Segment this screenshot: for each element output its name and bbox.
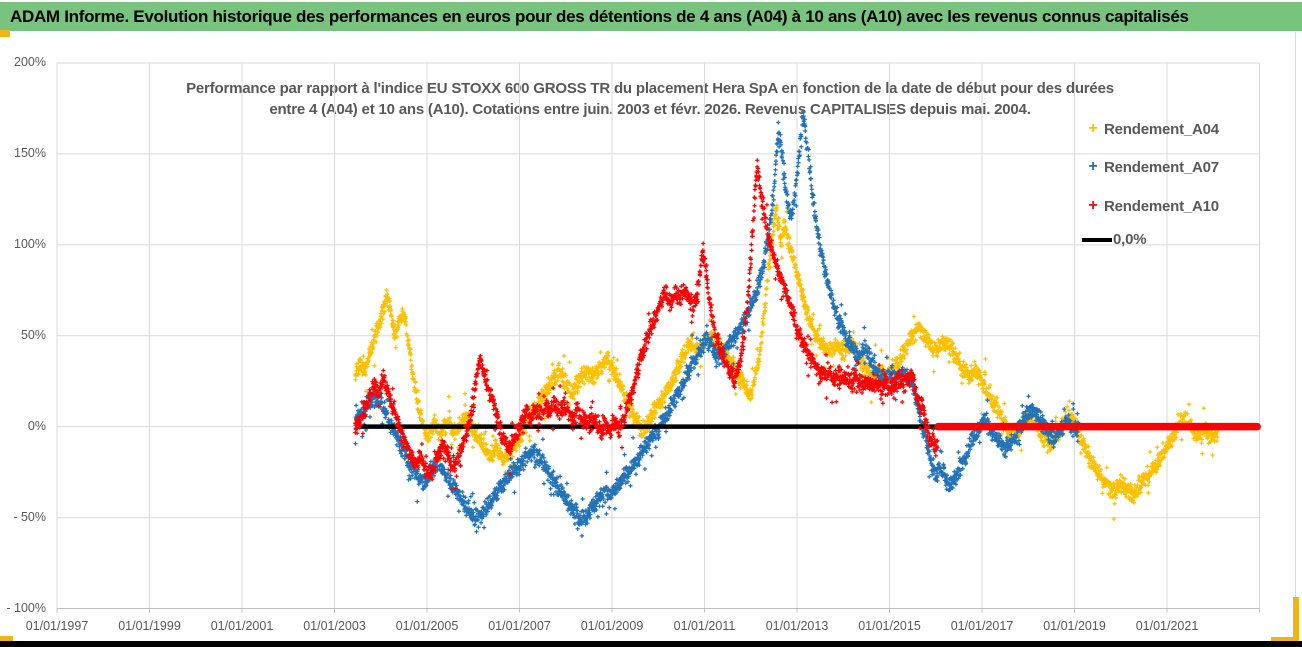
legend-label: Rendement_A04 [1104,120,1219,138]
series-rendement-a04 [353,203,1220,522]
legend-item-rendement-a07: + Rendement_A07 [1082,158,1219,176]
x-tick-label: 01/01/2007 [488,619,551,633]
x-tick-label: 01/01/2003 [303,619,366,633]
y-tick-label: 0% [27,418,46,433]
x-tick-label: 01/01/1999 [118,619,181,633]
y-tick-label: 200% [14,55,46,69]
header-title: ADAM Informe. Evolution historique des p… [10,6,1189,26]
y-tick-label: - 50% [13,509,46,524]
bottom-black-bar [0,641,1302,647]
y-tick-label: - 100% [6,600,46,615]
y-tick-label: 50% [20,327,46,342]
gold-accent-bottom-left [0,636,13,642]
gold-accent-bottom-right [1271,637,1299,642]
chart-title-line2: entre 4 (A04) et 10 ans (A10). Cotations… [269,101,1031,118]
chart-title: Performance par rapport à l'indice EU ST… [40,78,1260,120]
legend-line-marker-icon [1082,237,1112,242]
chart-title-line1: Performance par rapport à l'indice EU ST… [186,80,1114,97]
legend-item-rendement-a04: + Rendement_A04 [1082,120,1219,138]
legend-plus-marker-icon: + [1088,158,1098,175]
legend-item-rendement-a10: + Rendement_A10 [1082,197,1219,215]
x-tick-label: 01/01/2017 [950,619,1014,633]
x-tick-label: 01/01/1997 [25,619,89,633]
y-tick-label: 100% [14,236,46,251]
chart-right-border [1295,32,1296,639]
x-tick-label: 01/01/2015 [858,619,921,633]
x-tick-label: 01/01/2001 [210,619,274,633]
x-tick-label: 01/01/2005 [395,619,459,633]
series-rendement-a07 [353,109,1081,538]
header-bar: ADAM Informe. Evolution historique des p… [0,2,1302,31]
legend-label: Rendement_A07 [1104,158,1219,176]
gold-accent-top-left [0,30,10,37]
gold-accent-right-vertical [1293,597,1299,640]
x-tick-label: 01/01/2021 [1135,619,1199,633]
x-tick-label: 01/01/2019 [1043,619,1106,633]
legend-label: Rendement_A10 [1104,197,1219,215]
y-tick-label: 150% [14,145,46,160]
x-tick-label: 01/01/2013 [765,619,829,633]
legend-plus-marker-icon: + [1088,197,1098,214]
legend-item-0-0-: 0,0% [1082,231,1147,248]
legend-label: 0,0% [1113,231,1147,248]
x-tick-label: 01/01/2009 [580,619,644,633]
legend-plus-marker-icon: + [1088,120,1098,137]
x-tick-label: 01/01/2011 [673,619,736,633]
series-rendement-a10 [353,158,940,492]
